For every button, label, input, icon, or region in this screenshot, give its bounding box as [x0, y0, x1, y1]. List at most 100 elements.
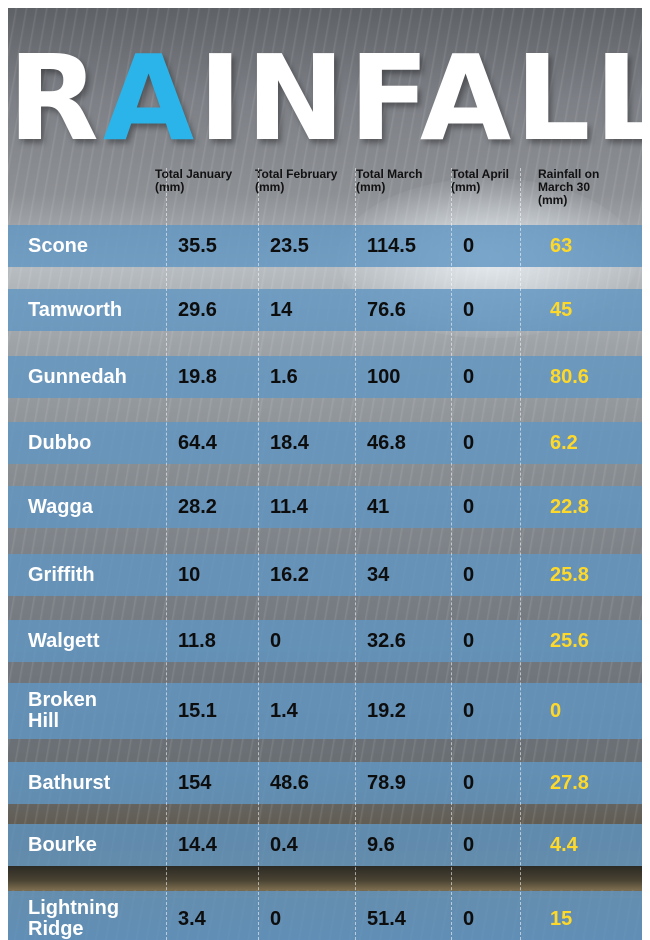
rainfall-value: 76.6 [367, 298, 406, 321]
station-name-line: Dubbo [28, 431, 92, 454]
title-rest: INFALL [198, 29, 642, 167]
rainfall-value: 41 [367, 495, 390, 518]
table-row: Broken Hill 15.1 1.4 19.2 0 0 [8, 683, 642, 739]
column-header-5: Rainfall on March 30 (mm) [538, 168, 599, 207]
rainfall-value: 0 [270, 629, 282, 652]
rainfall-value: 0 [270, 907, 282, 930]
column-divider [520, 168, 521, 940]
rainfall-value: 100 [367, 365, 401, 388]
station-name: Gunnedah [28, 356, 166, 398]
march-30-rainfall-value: 25.6 [550, 629, 589, 652]
rainfall-value: 48.6 [270, 771, 309, 794]
table-row: Scone 35.5 23.5 114.5 0 63 [8, 225, 642, 267]
station-name: Bathurst [28, 762, 166, 804]
table-row: Dubbo 64.4 18.4 46.8 0 6.2 [8, 422, 642, 464]
rainfall-value: 18.4 [270, 431, 309, 454]
rainfall-value: 19.2 [367, 699, 406, 722]
station-name-line: Griffith [28, 563, 95, 586]
rainfall-value: 0 [463, 431, 475, 454]
title-letter-r: R [8, 29, 103, 167]
station-name-line: Bathurst [28, 771, 111, 794]
column-divider [355, 168, 356, 940]
station-name-text: Lightning Ridge [28, 898, 119, 940]
rainfall-value: 78.9 [367, 771, 406, 794]
column-header-4: Total April (mm) [451, 168, 509, 194]
column-header-line: Rainfall on [538, 167, 600, 181]
station-name-text: Tamworth [28, 298, 123, 321]
rainfall-value: 35.5 [178, 234, 217, 257]
column-header-line: Total April [451, 167, 509, 181]
station-name-line: Lightning [28, 897, 120, 919]
table-row: Tamworth 29.6 14 76.6 0 45 [8, 289, 642, 331]
march-30-rainfall-value: 22.8 [550, 495, 589, 518]
horizon-strip [8, 866, 642, 890]
rainfall-value: 14 [270, 298, 293, 321]
rainfall-value: 0 [463, 298, 475, 321]
rainfall-value: 1.4 [270, 699, 298, 722]
column-header-line: (mm) [356, 180, 386, 194]
station-name-line: Wagga [28, 495, 93, 518]
rainfall-value: 0 [463, 833, 475, 856]
title-letter-a-accent: A [102, 29, 199, 167]
march-30-rainfall-value: 63 [550, 234, 573, 257]
station-name: Scone [28, 225, 166, 267]
station-name-text: Griffith [28, 563, 95, 586]
column-header-line: (mm) [451, 180, 481, 194]
column-divider [258, 168, 259, 940]
table-row: Lightning Ridge 3.4 0 51.4 0 15 [8, 891, 642, 940]
rainfall-value: 0 [463, 699, 475, 722]
station-name-text: Scone [28, 235, 88, 257]
rainfall-value: 0 [463, 563, 475, 586]
station-name-text: Walgett [28, 630, 99, 652]
column-header-2: Total February (mm) [255, 168, 337, 194]
station-name-text: Gunnedah [28, 365, 127, 388]
station-name-line: Bourke [28, 833, 97, 856]
station-name: Dubbo [28, 422, 166, 464]
rainfall-value: 0 [463, 771, 475, 794]
rainfall-value: 11.8 [178, 629, 216, 652]
rainfall-value: 15.1 [178, 699, 217, 722]
station-name: Wagga [28, 486, 166, 528]
station-name-line: Tamworth [28, 298, 123, 321]
rainfall-value: 14.4 [178, 833, 217, 856]
table-row: Bourke 14.4 0.4 9.6 0 4.4 [8, 824, 642, 866]
march-30-rainfall-value: 6.2 [550, 431, 578, 454]
column-header-line: (mm) [255, 180, 285, 194]
rainfall-value: 1.6 [270, 365, 298, 388]
rainfall-value: 29.6 [178, 298, 217, 321]
rainfall-value: 0 [463, 234, 475, 257]
station-name: Walgett [28, 620, 166, 662]
rainfall-value: 28.2 [178, 495, 217, 518]
rainfall-value: 9.6 [367, 833, 395, 856]
column-divider [166, 168, 167, 940]
station-name: Broken Hill [28, 683, 166, 739]
poster-title: RAINFALL [8, 38, 642, 158]
station-name: Bourke [28, 824, 166, 866]
table-row: Griffith 10 16.2 34 0 25.8 [8, 554, 642, 596]
station-name-text: Bourke [28, 833, 97, 856]
station-name-text: Wagga [28, 495, 93, 518]
rainfall-value: 0.4 [270, 833, 298, 856]
column-header-line: Total March [356, 167, 423, 181]
table-row: Gunnedah 19.8 1.6 100 0 80.6 [8, 356, 642, 398]
station-name-line: Gunnedah [28, 365, 127, 388]
rainfall-value: 64.4 [178, 431, 217, 454]
march-30-rainfall-value: 0 [550, 699, 562, 722]
table-row: Walgett 11.8 0 32.6 0 25.6 [8, 620, 642, 662]
station-name-text: Bathurst [28, 771, 111, 794]
column-divider [451, 168, 452, 940]
station-name-text: Broken Hill [28, 690, 97, 732]
march-30-rainfall-value: 45 [550, 298, 573, 321]
march-30-rainfall-value: 27.8 [550, 771, 589, 794]
column-header-line: (mm) [155, 180, 185, 194]
march-30-rainfall-value: 4.4 [550, 833, 578, 856]
rainfall-value: 154 [178, 771, 212, 794]
rainfall-value: 10 [178, 563, 201, 586]
station-name-text: Dubbo [28, 431, 92, 454]
column-header-line: Total February [255, 167, 338, 181]
rainfall-value: 51.4 [367, 907, 406, 930]
rainfall-value: 0 [463, 495, 475, 518]
rainfall-value: 0 [463, 629, 475, 652]
march-30-rainfall-value: 15 [550, 907, 573, 930]
column-header-line: Total January [155, 167, 233, 181]
